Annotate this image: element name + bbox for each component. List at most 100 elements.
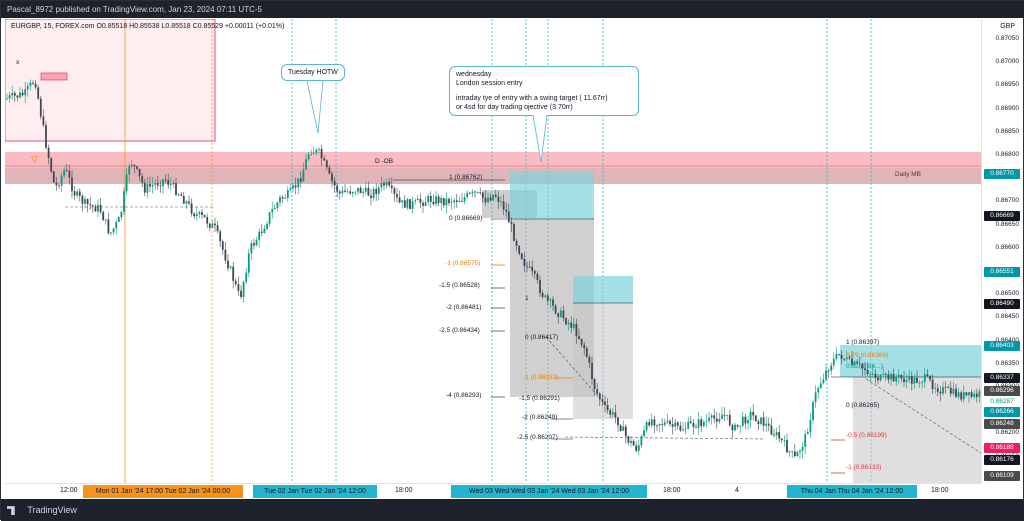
candle-body: [29, 82, 32, 87]
candle-body: [656, 425, 658, 427]
price-tick-label: 0.87050: [995, 35, 1020, 42]
callout-wednesday[interactable]: wednesday London session entry intraday …: [449, 66, 639, 116]
chart-plot-area[interactable]: ▽ Daily MB D -OB x Tuesday HOTW wednesda…: [5, 19, 981, 483]
price-tag: 0.86287: [984, 397, 1020, 407]
candle-body: [201, 212, 203, 216]
candle-body: [809, 420, 812, 433]
daily-ob-zone[interactable]: [5, 168, 981, 184]
candle-body: [520, 253, 523, 259]
candle-body: [162, 179, 164, 187]
candle-body: [978, 391, 981, 398]
target-box-2[interactable]: [573, 276, 633, 303]
candle-body: [390, 185, 393, 189]
candle-body: [203, 215, 206, 218]
candle-body: [195, 214, 198, 217]
candle-body: [32, 82, 34, 84]
candle-body: [765, 423, 768, 426]
fib-level-label: -4 (0.86293): [446, 392, 482, 399]
callout-tuesday-hotw[interactable]: Tuesday HOTW: [281, 64, 345, 81]
candle-body: [635, 445, 638, 451]
candle-body: [253, 243, 255, 246]
candle-body: [403, 200, 406, 208]
order-marker[interactable]: [40, 72, 68, 81]
candle-body: [710, 415, 713, 418]
candle-body: [689, 421, 692, 423]
price-tick-label: 0.86700: [995, 197, 1020, 205]
symbol-name: EURGBP, 15, FOREX.com: [11, 23, 95, 30]
candle-body: [385, 182, 388, 186]
symbol-legend[interactable]: EURGBP, 15, FOREX.com O0.85518 H0.85538 …: [11, 23, 284, 30]
candle-body: [11, 92, 14, 96]
candle-body: [367, 187, 370, 196]
price-axis[interactable]: GBP 0.87050 0.87000 0.86950 0.86900 0.86850 0…: [981, 19, 1021, 483]
candle-body: [736, 424, 739, 427]
candle-body: [627, 436, 630, 443]
candle-body: [757, 421, 760, 424]
candle-body: [115, 222, 118, 229]
candle-body: [26, 86, 29, 90]
publish-bar: Pascal_8972 published on TradingView.com…: [1, 1, 1024, 18]
candle-body: [362, 191, 365, 194]
candle-body: [294, 185, 297, 188]
candle-body: [260, 231, 263, 233]
fib-level-label: -1 (0.86333): [523, 374, 559, 381]
candle-body: [552, 299, 554, 306]
candle-body: [793, 451, 796, 457]
candle-body: [323, 158, 326, 161]
candle-body: [728, 414, 731, 426]
long-target-box[interactable]: [510, 171, 594, 219]
price-tick-label: 0.86400: [996, 337, 1020, 344]
price-tag: 0.86551: [984, 267, 1020, 277]
candle-body: [500, 201, 502, 203]
candle-body: [445, 198, 448, 206]
candle-body: [325, 160, 328, 168]
candle-body: [86, 199, 89, 205]
candle-body: [713, 415, 716, 419]
candle-body: [6, 98, 8, 100]
price-tick-label: 0.86650: [995, 220, 1020, 228]
candle-body: [957, 392, 960, 397]
candle-body: [874, 373, 877, 378]
d-ob-label: D -OB: [375, 158, 394, 165]
candle-body: [734, 424, 736, 431]
candle-body: [299, 178, 302, 182]
price-tick-label: 0.86800: [995, 151, 1020, 158]
candle-body: [747, 420, 749, 424]
candle-body: [973, 393, 976, 397]
candle-body: [466, 193, 469, 198]
price-tag: 0.86403: [984, 341, 1020, 351]
candle-body: [827, 370, 830, 372]
candle-body: [572, 323, 575, 328]
supply-zone-box[interactable]: [5, 19, 216, 142]
candle-body: [143, 182, 146, 193]
candle-body: [892, 373, 895, 382]
candle-body: [497, 196, 500, 202]
short-position-box-3[interactable]: [853, 377, 981, 483]
candle-body: [897, 374, 900, 378]
candle-body: [864, 368, 866, 370]
candle-body: [167, 180, 170, 185]
candle-body: [760, 417, 762, 424]
candle-body: [206, 217, 209, 224]
candle-body: [596, 389, 599, 394]
candle-body: [970, 392, 973, 397]
candle-body: [424, 202, 427, 206]
candle-body: [338, 191, 341, 194]
time-axis[interactable]: 12:00 Mon 01 Jan '24 17:00 Tue 02 Jan '2…: [5, 483, 981, 499]
candle-body: [453, 200, 456, 203]
callout-line: intraday tye of entry with a swing targe…: [456, 95, 608, 102]
fib-level-label: -0.5 (0.86199): [846, 432, 887, 439]
target-box-3[interactable]: [840, 345, 981, 377]
price-tag: 0.86248: [984, 419, 1020, 429]
candle-body: [666, 420, 669, 423]
candle-body: [146, 184, 149, 193]
candle-body: [609, 410, 612, 415]
candle-body: [780, 438, 783, 441]
candle-body: [515, 240, 518, 246]
price-tick-label: 0.86900: [995, 104, 1020, 112]
candle-body: [601, 399, 604, 402]
candle-body: [632, 440, 635, 446]
price-tag: 0.86266: [984, 407, 1020, 417]
price-tick-label: 0.86500: [995, 290, 1020, 298]
daily-mb-zone[interactable]: [5, 152, 981, 168]
